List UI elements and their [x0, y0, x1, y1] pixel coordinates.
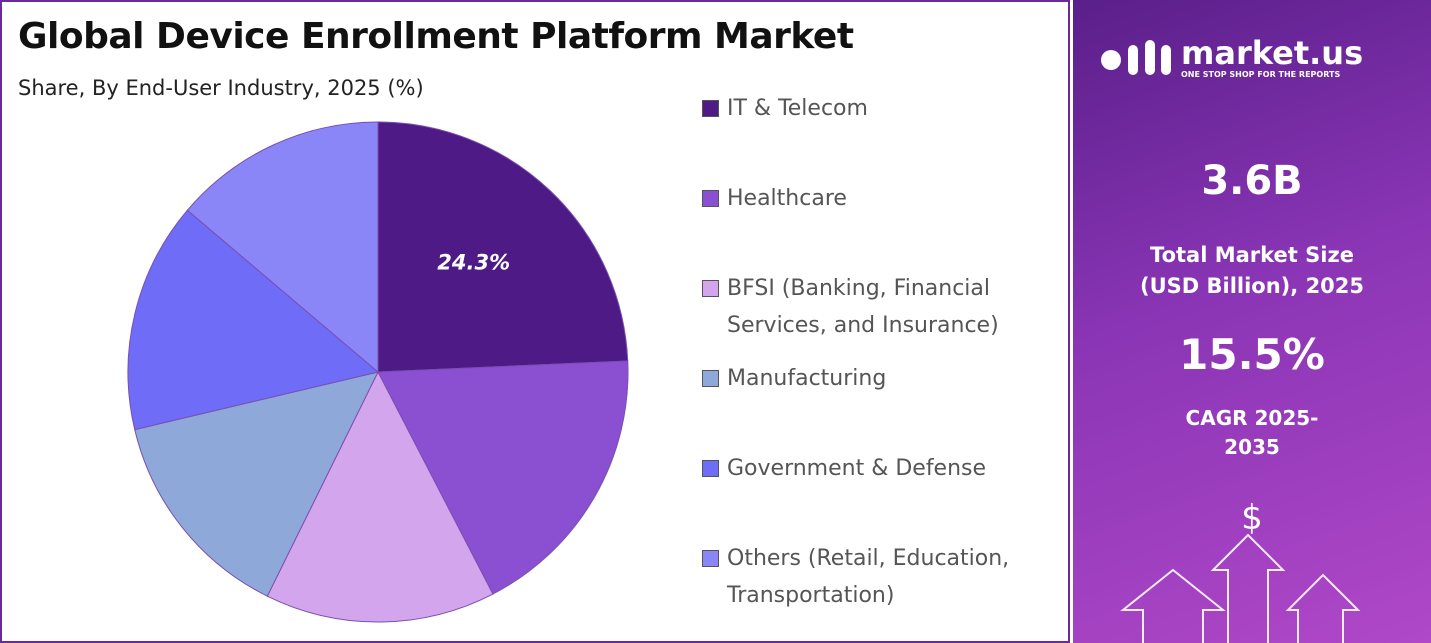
data-label: 24.3% [437, 251, 510, 275]
legend-swatch [702, 190, 719, 207]
legend-swatch [702, 370, 719, 387]
legend-label: Others (Retail, Education, Transportatio… [727, 546, 1010, 608]
pie-slice [377, 360, 629, 595]
legend-label: Manufacturing [727, 366, 887, 391]
legend-item: Manufacturing [702, 360, 1057, 397]
legend-item: Others (Retail, Education, Transportatio… [702, 540, 1057, 614]
brand: market.us [1181, 34, 1364, 72]
legend-label: Government & Defense [727, 456, 987, 481]
market-size-label: Total Market Size (USD Billion), 2025 [1139, 243, 1365, 298]
legend-swatch [702, 460, 719, 477]
cagr: 15.5% [1179, 330, 1325, 379]
legend-item: IT & Telecom [702, 90, 1057, 127]
pie-chart: 24.3% [127, 121, 629, 623]
legend-swatch [702, 550, 719, 567]
legend-label: IT & Telecom [727, 96, 868, 121]
summary-panel: market.us ONE STOP SHOP FOR THE REPORTS … [1073, 0, 1431, 643]
legend-item: BFSI (Banking, Financial Services, and I… [702, 270, 1057, 344]
pie-slice [127, 209, 380, 431]
tagline: ONE STOP SHOP FOR THE REPORTS [1181, 70, 1341, 79]
chart-panel: Global Device Enrollment Platform Market… [0, 0, 1070, 643]
decoration [1101, 40, 1361, 643]
legend-swatch [702, 280, 719, 297]
pie-slice [186, 121, 379, 374]
chart-title: Global Device Enrollment Platform Market [18, 16, 854, 57]
legend-item: Government & Defense [702, 450, 1057, 487]
currency-symbol: $ [1241, 498, 1263, 538]
market-size: 3.6B [1201, 158, 1303, 204]
chart-subtitle: Share, By End-User Industry, 2025 (%) [18, 76, 424, 100]
pie-slice [377, 121, 629, 373]
cagr-label: CAGR 2025-2035 [1185, 406, 1319, 459]
legend-swatch [702, 100, 719, 117]
pie-slice [134, 371, 379, 597]
legend-label: Healthcare [727, 186, 847, 211]
pie-slice [266, 370, 494, 623]
legend-label: BFSI (Banking, Financial Services, and I… [727, 276, 999, 338]
legend-item: Healthcare [702, 180, 1057, 217]
